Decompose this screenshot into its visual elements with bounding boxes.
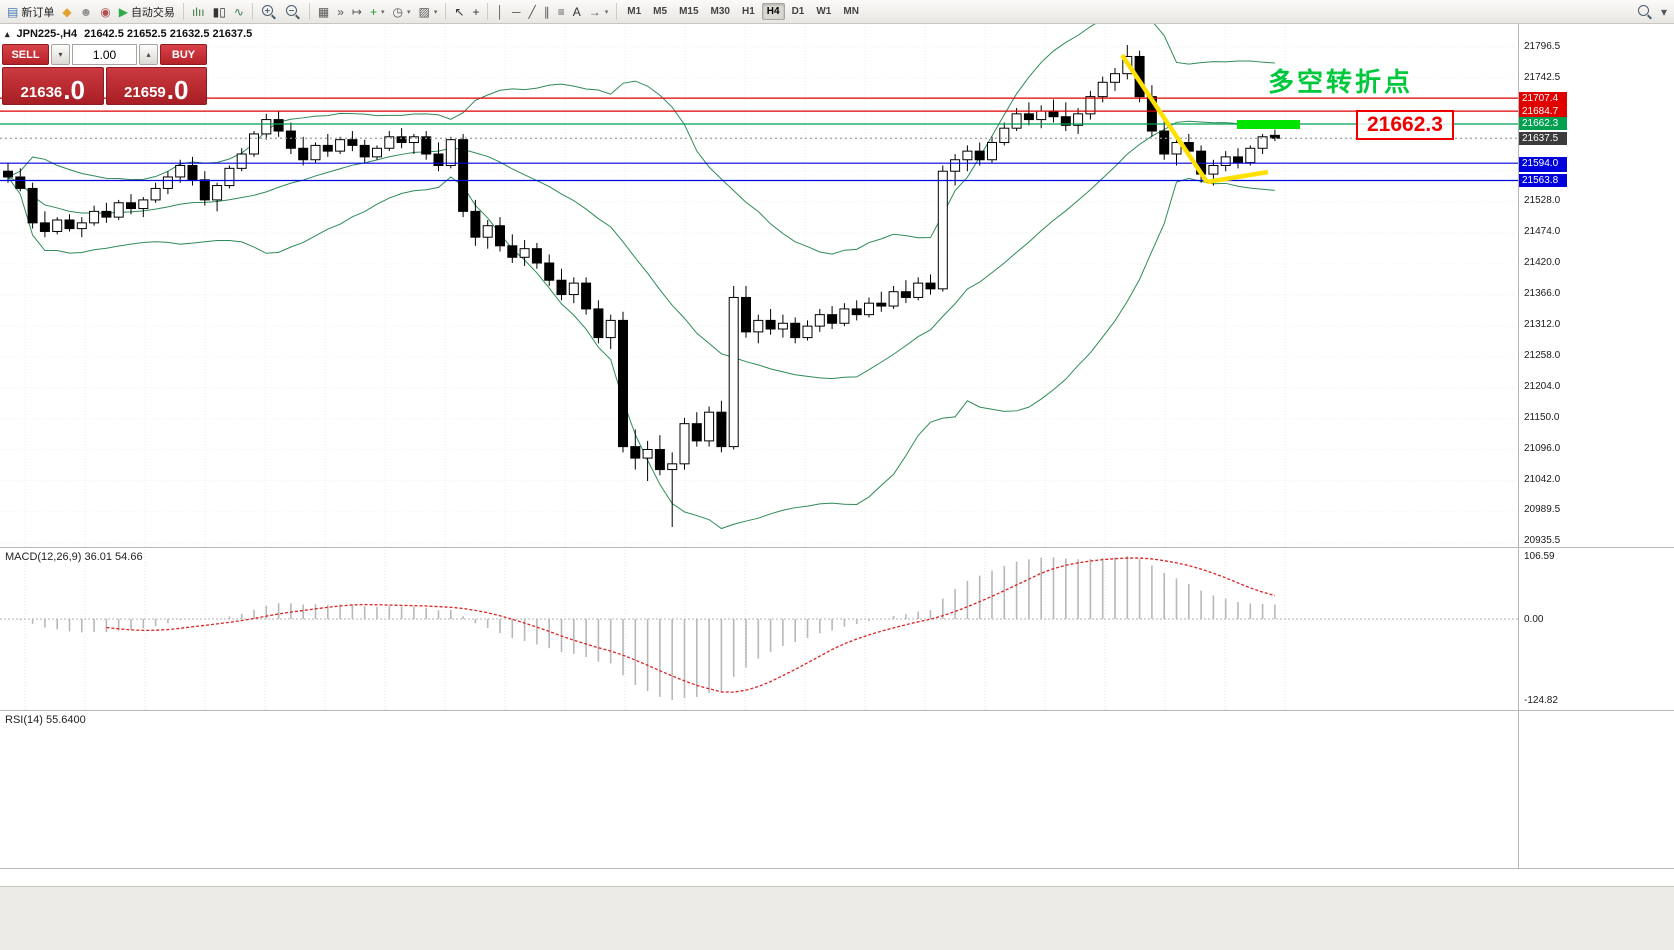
text-icon[interactable]: A [572,4,581,19]
candlestick-chart-icon[interactable]: ▮▯ [212,4,226,19]
top-toolbar: ▤ 新订单 ◆ ☻ ◉ ▶ 自动交易 ılıı ▮▯ ∿ + − ▦» ↦ + ▾ ◷ ▾ ▨ ▾ ↖ + │ ─ ╱ ∥ ≡ A → ▾… [0,0,1674,24]
one-click-trading-panel: SELL ▾ 1.00 ▴ BUY 21636.0 21659.0 [2,44,207,105]
price-scale-tick: 21204.0 [1524,380,1561,392]
trendline-icon[interactable]: ╱ [528,4,536,19]
timeframe-w1[interactable]: W1 [816,6,832,17]
price-scale-tick: 21042.0 [1524,473,1561,485]
toolbar-separator [487,3,489,20]
trade-controls-row: SELL ▾ 1.00 ▴ BUY [2,44,207,65]
indicators-icon[interactable]: + ▾ [369,4,385,19]
macd-panel [0,547,1518,710]
price-scale-tick: 20989.5 [1524,504,1561,516]
timeframe-m1[interactable]: M1 [627,6,642,17]
price-scale-tick: 20935.5 [1524,535,1561,546]
volume-input[interactable]: 1.00 [72,44,137,65]
main-chart[interactable] [0,24,1518,547]
macd-scale-tick: 0.00 [1524,613,1544,625]
price-tag: 21684.7 [1519,104,1567,118]
volume-decrease-button[interactable]: ▾ [51,44,70,65]
toolbar-more-icon[interactable]: ▾ [1660,4,1667,19]
channel-icon[interactable]: ∥ [543,4,550,19]
buy-price: 21659 [124,83,166,101]
crosshair-icon[interactable]: + [472,4,480,19]
rsi-label: RSI(14) 55.6400 [5,714,86,726]
chart-shift-icon[interactable]: ↦ [351,4,362,19]
toolbar-separator [182,3,184,20]
trade-prices-row: 21636.0 21659.0 [2,67,207,105]
window-bottom-area [0,886,1674,950]
price-scale-tick: 21528.0 [1524,195,1561,207]
price-scale-tick: 21096.0 [1524,442,1561,454]
price-scale-tick: 21796.5 [1524,41,1561,52]
volume-increase-button[interactable]: ▴ [139,44,158,65]
price-tag: 21637.5 [1519,131,1567,145]
bar-chart-icon[interactable]: ılıı [191,4,205,19]
tile-windows-icon[interactable]: ▦ [317,4,330,19]
sell-price: 21636 [20,83,63,101]
panel-separator [0,868,1674,869]
sell-price-frac: .0 [63,74,85,105]
price-scale-tick: 21366.0 [1524,288,1561,299]
rsi-panel [0,710,1518,868]
price-scale-tick: 21258.0 [1524,349,1561,361]
buy-price-frac: .0 [166,74,189,105]
price-tag: 21563.8 [1519,174,1567,187]
community-icon[interactable]: ◉ [100,4,111,19]
templates-icon[interactable]: ▨ ▾ [418,4,438,19]
cursor-icon[interactable]: ↖ [454,4,465,19]
price-scale-tick: 21420.0 [1524,257,1561,269]
periods-icon[interactable]: ◷ ▾ [392,4,411,19]
toolbar-separator [616,3,618,20]
metaquotes-icon[interactable]: ◆ [62,4,72,19]
price-callout: 21662.3 [1356,110,1454,140]
turning-point-annotation: 多空转折点 [1268,67,1414,97]
vertical-line-icon[interactable]: │ [496,4,504,19]
chart-ohlc-values: 21642.5 21652.5 21632.5 21637.5 [84,28,253,40]
auto-scroll-icon[interactable]: » [337,4,344,19]
chart-symbol: JPN225-,H4 [16,28,78,40]
price-scale-divider [1518,24,1519,868]
toolbar-separator [308,3,310,20]
price-tag: 21594.0 [1519,156,1567,170]
new-order-button[interactable]: ▤ 新订单 [7,4,55,19]
sell-button[interactable]: SELL [2,44,49,65]
price-tag: 21662.3 [1519,117,1567,131]
price-scale-tick: 21150.0 [1524,411,1560,423]
macd-label: MACD(12,26,9) 36.01 54.66 [5,551,143,563]
panel-separator [0,547,1674,548]
zoom-out-icon[interactable]: − [282,2,304,21]
toolbar-separator [445,3,447,20]
timeframe-d1[interactable]: D1 [791,6,805,17]
timeframe-m30[interactable]: M30 [710,6,730,17]
arrow-tools-icon[interactable]: → ▾ [588,4,609,19]
chart-symbol-line: ▴ JPN225-,H4 21642.5 21652.5 21632.5 216… [5,28,252,40]
sell-price-panel[interactable]: 21636.0 [2,67,104,105]
timeframe-mn[interactable]: MN [843,6,859,17]
autotrade-button[interactable]: ▶ 自动交易 [118,4,175,19]
timeframe-h1[interactable]: H1 [741,6,755,17]
price-tag: 21707.4 [1519,91,1567,105]
profile-icon[interactable]: ☻ [79,4,93,19]
search-icon[interactable] [1634,2,1656,21]
buy-price-panel[interactable]: 21659.0 [105,67,207,105]
price-scale-tick: 21312.0 [1524,318,1561,330]
chart-icon: ▴ [5,28,10,39]
horizontal-line-icon[interactable]: ─ [511,4,521,19]
line-chart-icon[interactable]: ∿ [233,4,244,19]
macd-scale-tick: -124.82 [1524,695,1558,706]
timeframe-m5[interactable]: M5 [653,6,668,17]
fibonacci-icon[interactable]: ≡ [557,4,565,19]
price-scale-tick: 21742.5 [1524,71,1561,83]
timeframe-h4[interactable]: H4 [761,3,785,20]
zoom-in-icon[interactable]: + [258,2,280,21]
buy-button[interactable]: BUY [160,44,207,65]
panel-separator [0,710,1674,711]
macd-scale-tick: 106.59 [1524,551,1555,562]
price-scale-tick: 21474.0 [1524,226,1561,238]
toolbar-separator [251,3,253,20]
timeframe-m15[interactable]: M15 [679,6,699,17]
